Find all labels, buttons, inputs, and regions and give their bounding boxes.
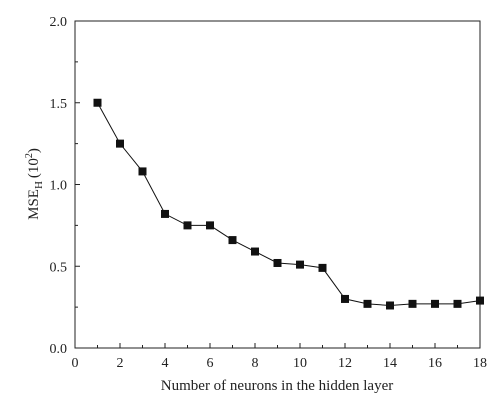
data-point-marker [431,299,439,308]
data-point-marker [476,296,484,305]
data-point-marker [116,139,124,148]
data-point-marker [93,98,102,107]
data-point-marker [341,294,349,303]
x-tick-label: 10 [293,356,307,371]
y-axis-label-unit-exponent: 2 [24,153,35,158]
x-tick-label: 18 [473,356,487,371]
x-axis-ticks [74,343,481,348]
x-tick-label: 12 [338,356,352,371]
y-axis-label-unit-close: ) [26,148,42,153]
series-points [93,98,484,310]
series-line [97,102,481,307]
x-axis-tick-labels: 0 2 4 6 8 10 12 14 16 18 [72,356,488,371]
y-tick-label: 0.0 [50,342,68,357]
plot-frame [74,20,481,349]
y-axis-tick-labels: 0.0 0.5 1.0 1.5 2.0 [50,15,68,357]
data-point-marker [386,301,394,310]
data-point-marker [183,221,192,230]
x-tick-label: 2 [117,356,124,371]
data-point-marker [138,167,147,176]
data-point-marker [251,247,259,256]
data-point-marker [161,209,169,218]
y-axis-label-unit-base: (10 [26,158,42,178]
y-tick-label: 1.0 [50,179,68,194]
y-axis-ticks [75,20,80,349]
x-tick-label: 6 [207,356,214,371]
y-axis-label: MSEH (102) [24,148,45,220]
data-point-marker [408,299,417,308]
x-tick-label: 4 [162,356,169,371]
x-tick-label: 0 [72,356,79,371]
x-tick-label: 14 [383,356,397,371]
y-axis-label-subscript: H [33,181,45,189]
data-point-marker [453,299,462,308]
y-tick-label: 1.5 [50,97,68,112]
y-axis-label-main: MSE [26,189,42,220]
y-tick-label: 0.5 [50,260,68,275]
data-point-marker [228,236,237,245]
data-point-marker [318,263,327,272]
x-tick-label: 16 [428,356,442,371]
data-point-marker [206,221,214,230]
x-tick-label: 8 [252,356,259,371]
x-axis-label: Number of neurons in the hidden layer [161,378,393,394]
data-point-marker [273,258,282,267]
data-point-marker [296,260,304,269]
y-tick-label: 2.0 [50,15,68,30]
data-point-marker [363,299,372,308]
